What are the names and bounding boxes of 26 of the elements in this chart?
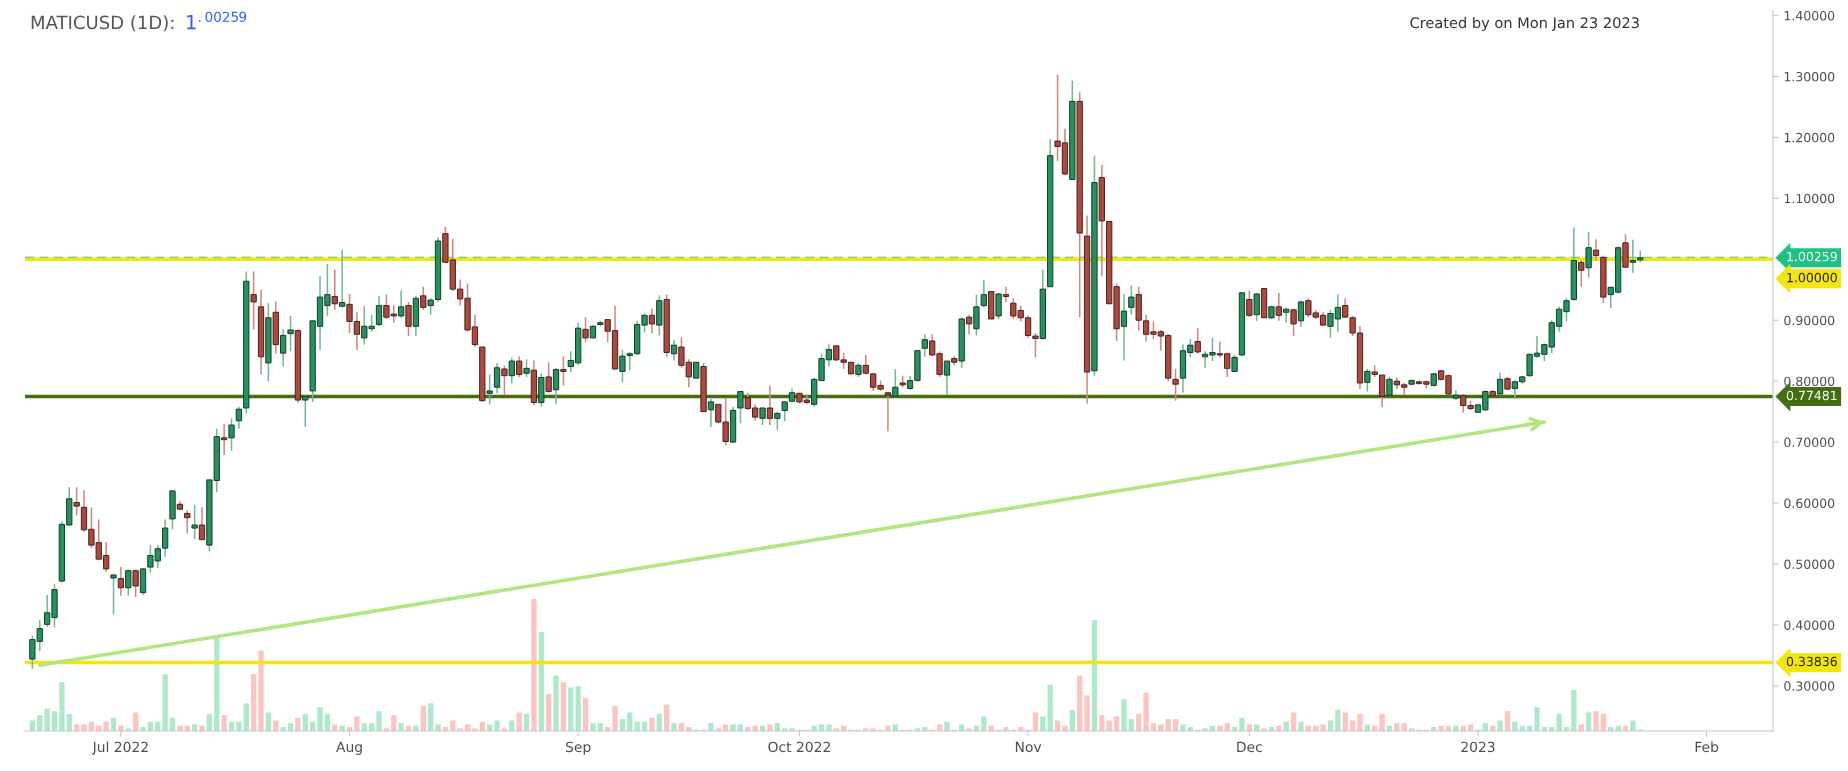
ref-line-label: 1.00000 [1787,272,1837,283]
y-tick-label: 1.10000 [1784,193,1835,204]
y-tick-label: 1.30000 [1784,71,1835,82]
y-tick-label: 0.80000 [1784,376,1835,387]
x-tick-label: Nov [1015,741,1042,753]
x-tick-label: Feb [1695,741,1719,753]
chart-title: MATICUSD (1D): [31,15,174,32]
y-tick-label: 0.50000 [1784,559,1835,569]
ref-line-label: 0.77481 [1786,390,1837,401]
x-tick-label: Sep [565,741,591,755]
chart-subtitle: 1$^{.00259}$ [187,11,247,30]
y-tick-label: 0.90000 [1784,315,1835,326]
x-tick-label: 2023 [1461,741,1495,753]
x-tick-label: Aug [336,741,362,755]
y-tick-label: 0.40000 [1784,620,1835,630]
x-tick-label: Dec [1237,741,1262,753]
y-tick-label: 0.30000 [1784,681,1835,691]
y-tick-label: 0.60000 [1784,498,1835,508]
annotation: Created by on Mon Jan 23 2023 [1410,16,1639,32]
x-tick-label: Jul 2022 [91,741,148,755]
ref-line-label: 0.33836 [1786,656,1837,667]
y-tick-label: 1.20000 [1784,132,1835,143]
ref-line-label: 1.00259 [1787,251,1837,262]
y-tick-label: 0.70000 [1784,437,1835,448]
y-tick-label: 1.40000 [1784,10,1835,21]
x-tick-label: Oct 2022 [768,741,830,753]
